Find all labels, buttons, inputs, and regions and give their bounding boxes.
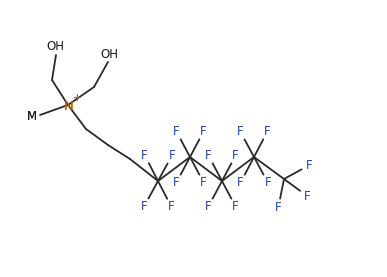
Text: F: F (232, 200, 239, 213)
Text: N: N (64, 99, 74, 112)
Text: +: + (73, 93, 81, 103)
Text: OH: OH (46, 40, 64, 53)
Text: M: M (27, 111, 37, 124)
Text: F: F (141, 200, 147, 213)
Text: F: F (169, 149, 175, 162)
Text: F: F (232, 149, 239, 162)
Text: N: N (64, 99, 74, 112)
Text: F: F (173, 125, 180, 138)
Text: F: F (264, 125, 271, 138)
Text: F: F (173, 176, 180, 189)
Text: M: M (27, 111, 37, 124)
Text: F: F (264, 176, 271, 189)
Text: F: F (306, 158, 313, 171)
Text: F: F (141, 149, 148, 162)
Text: F: F (237, 125, 243, 138)
Text: F: F (168, 200, 175, 213)
Text: F: F (205, 149, 212, 162)
Text: F: F (200, 176, 207, 189)
Text: F: F (275, 201, 282, 214)
Text: F: F (237, 176, 244, 189)
Text: OH: OH (100, 47, 118, 60)
Text: F: F (205, 200, 212, 213)
Text: F: F (304, 190, 311, 203)
Text: +: + (73, 93, 81, 103)
Text: F: F (200, 125, 207, 138)
